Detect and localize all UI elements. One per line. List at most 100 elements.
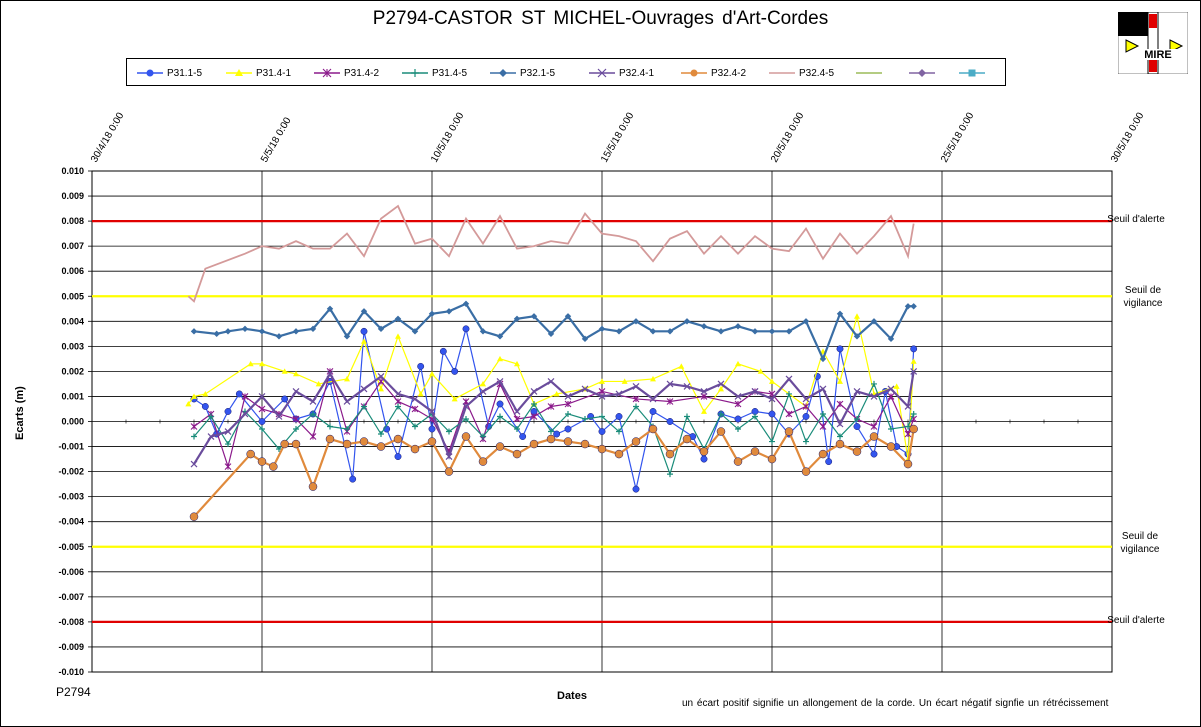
data-point xyxy=(530,313,538,320)
legend-item: P32.4-5 xyxy=(767,59,834,87)
data-point xyxy=(887,393,895,400)
data-point xyxy=(292,415,300,423)
data-point xyxy=(767,454,777,464)
data-point xyxy=(616,428,622,435)
y-tick-label: 0.000 xyxy=(61,417,84,427)
data-point xyxy=(803,438,809,445)
legend-swatch xyxy=(769,72,795,74)
data-point xyxy=(309,398,317,405)
data-point xyxy=(598,325,606,333)
data-point xyxy=(553,390,560,397)
y-tick-label: -0.004 xyxy=(58,517,84,527)
y-tick-label: 0.003 xyxy=(61,341,84,351)
data-point xyxy=(530,413,538,420)
y-tick-label: -0.007 xyxy=(58,592,84,602)
data-point xyxy=(615,413,623,420)
data-point xyxy=(361,338,367,344)
data-point xyxy=(377,372,385,380)
data-point xyxy=(326,370,334,378)
data-point xyxy=(463,415,469,422)
data-point xyxy=(666,380,674,388)
data-point xyxy=(871,380,877,387)
data-point xyxy=(837,433,843,440)
data-point xyxy=(870,450,878,458)
y-tick-label: 0.007 xyxy=(61,241,84,251)
data-point xyxy=(519,433,527,440)
data-point xyxy=(496,377,504,385)
threshold-label-vigilance-bottom: Seuil de vigilance xyxy=(1120,531,1160,555)
data-point xyxy=(904,303,912,310)
data-point xyxy=(905,423,911,430)
data-point xyxy=(462,325,470,333)
data-point xyxy=(682,434,692,444)
data-point xyxy=(870,423,878,430)
data-point xyxy=(853,388,861,395)
y-tick-label: 0.009 xyxy=(61,191,84,201)
data-point xyxy=(258,393,266,400)
data-point xyxy=(854,415,860,422)
data-point xyxy=(768,328,776,335)
data-point xyxy=(411,405,419,413)
data-point xyxy=(451,395,458,402)
y-tick-label: 0.006 xyxy=(61,266,84,276)
data-point xyxy=(360,327,368,335)
data-point xyxy=(461,432,471,441)
data-point xyxy=(836,345,844,353)
data-point xyxy=(598,388,606,395)
legend-swatch xyxy=(959,69,985,77)
legend-label: P31.4-1 xyxy=(256,67,292,79)
data-point xyxy=(614,449,624,459)
data-point xyxy=(784,427,794,436)
data-point xyxy=(497,355,503,362)
data-point xyxy=(836,400,844,408)
data-point xyxy=(599,413,605,420)
data-point xyxy=(734,393,742,400)
legend-label: P32.4-1 xyxy=(619,67,655,79)
data-point xyxy=(241,393,249,400)
data-point xyxy=(910,345,918,353)
data-point xyxy=(869,432,879,441)
data-point xyxy=(394,453,402,461)
data-point xyxy=(512,449,522,459)
x-axis-label: Dates xyxy=(557,690,587,702)
data-point xyxy=(757,368,764,374)
data-point xyxy=(411,395,419,403)
data-point xyxy=(445,453,453,460)
data-point xyxy=(581,335,589,343)
data-point xyxy=(224,463,232,470)
data-point xyxy=(224,328,232,335)
data-point xyxy=(309,433,317,440)
legend-item xyxy=(854,59,884,87)
data-point xyxy=(394,315,402,322)
data-point xyxy=(327,423,333,430)
data-point xyxy=(344,375,350,382)
data-point xyxy=(308,482,318,491)
x-tick-label: 25/5/18 0:00 xyxy=(939,110,977,164)
data-point xyxy=(887,335,895,343)
y-tick-label: -0.005 xyxy=(58,542,84,552)
legend-item: P31.4-5 xyxy=(400,59,467,87)
y-tick-label: 0.005 xyxy=(61,291,84,301)
legend-label: P31.1-5 xyxy=(167,67,203,79)
threshold-label-alert-top: Seuil d'alerte xyxy=(1107,214,1165,225)
data-point xyxy=(275,333,283,340)
data-point xyxy=(291,439,301,449)
data-point xyxy=(224,428,232,435)
data-point xyxy=(293,426,299,433)
data-point xyxy=(667,471,673,478)
data-point xyxy=(190,328,198,335)
data-point xyxy=(582,415,588,422)
data-point xyxy=(621,378,628,384)
data-point xyxy=(615,390,623,398)
data-point xyxy=(648,424,658,434)
data-point xyxy=(428,408,436,415)
series-line xyxy=(187,204,915,303)
data-point xyxy=(325,434,335,444)
data-point xyxy=(910,410,917,417)
data-point xyxy=(818,449,828,459)
chart-title: P2794-CASTOR ST MICHEL-Ouvrages d'Art-Co… xyxy=(372,8,829,29)
data-point xyxy=(376,442,386,451)
data-point xyxy=(910,358,917,364)
data-point xyxy=(213,330,220,338)
y-tick-label: -0.001 xyxy=(58,442,84,452)
